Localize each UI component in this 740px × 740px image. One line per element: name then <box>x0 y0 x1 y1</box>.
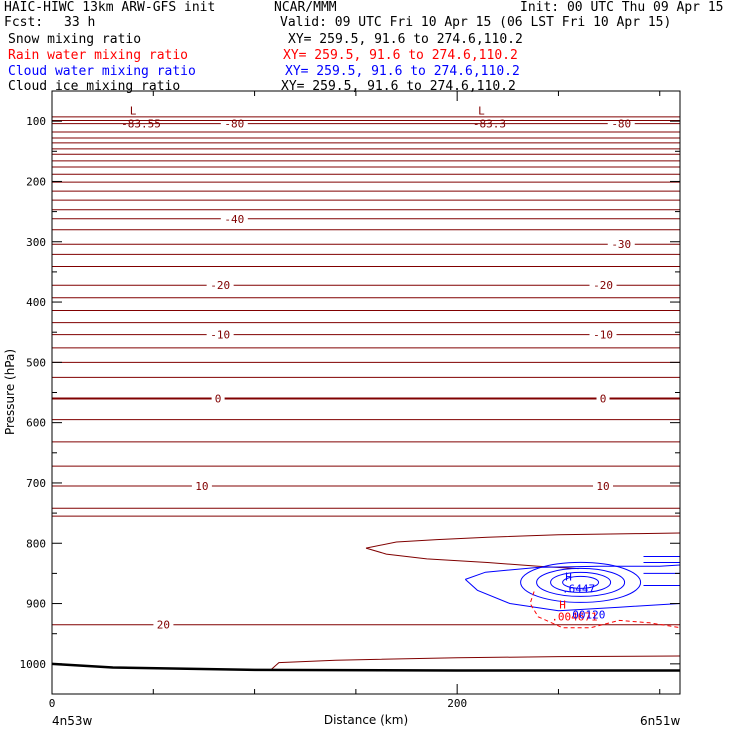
x-tick-label-0: 0 <box>49 697 56 710</box>
field-xy-cloud-ice: XY= 259.5, 91.6 to 274.6,110.2 <box>281 79 516 94</box>
valid-time: Valid: 09 UTC Fri 10 Apr 15 (06 LST Fri … <box>280 15 672 30</box>
y-tick-label-100: 100 <box>26 115 46 128</box>
x-axis-label: Distance (km) <box>324 713 408 727</box>
x-tick-label-200: 200 <box>447 697 467 710</box>
isotherm-label-2-0: -30 <box>611 238 631 251</box>
isotherm-label-3-0: -20 <box>210 279 230 292</box>
x-endpoint-left: 4n53w <box>52 714 93 728</box>
cloud-water-max-value: .6447 <box>562 582 595 595</box>
org-label: NCAR/MMM <box>274 0 337 15</box>
temp-extremum-type-0: L <box>130 105 137 118</box>
inversion-isotherm-upper <box>365 532 681 549</box>
isotherm-layer <box>52 116 681 671</box>
y-tick-label-900: 900 <box>26 598 46 611</box>
rain-water-layer <box>529 591 681 629</box>
fcst-value: 33 h <box>64 15 96 30</box>
rain-water-max-value: .004671 <box>551 611 597 624</box>
isotherm-label-4-1: -10 <box>593 329 613 342</box>
isotherm-label-5-0: 0 <box>215 393 222 406</box>
y-tick-label-400: 400 <box>26 296 46 309</box>
cloud-water-contour-outer-bottom <box>464 579 681 612</box>
isotherm-label-4-0: -10 <box>210 329 230 342</box>
y-axis-label: Pressure (hPa) <box>3 349 17 435</box>
isotherm-label-5-1: 0 <box>600 393 607 406</box>
field-name-cloud-water: Cloud water mixing ratio <box>8 64 196 79</box>
temp-extremum-type-1: L <box>478 105 485 118</box>
plot-frame <box>51 90 681 695</box>
temp-extremum-value-1: -83.3 <box>473 118 506 131</box>
fcst-label: Fcst: <box>4 15 44 30</box>
y-tick-label-700: 700 <box>26 477 46 490</box>
y-tick-label-600: 600 <box>26 417 46 430</box>
cloud-water-contour-3 <box>520 561 642 603</box>
y-tick-label-500: 500 <box>26 356 46 369</box>
init-time: Init: 00 UTC Thu 09 Apr 15 <box>520 0 724 15</box>
cloud-water-max-type: H <box>565 570 572 583</box>
cloud-water-contour-0 <box>562 575 600 589</box>
cloud-water-contour-2 <box>536 567 626 597</box>
isotherm-label-3-1: -20 <box>593 279 613 292</box>
y-tick-label-1000: 1000 <box>20 658 47 671</box>
isotherm-label-6-0: 10 <box>195 480 208 493</box>
y-tick-label-300: 300 <box>26 236 46 249</box>
field-name-rain: Rain water mixing ratio <box>8 48 189 63</box>
isotherm-label-1-0: -40 <box>224 213 244 226</box>
field-name-cloud-ice: Cloud ice mixing ratio <box>8 79 181 94</box>
y-tick-label-800: 800 <box>26 537 46 550</box>
ground-surface-line <box>51 662 680 672</box>
isotherm-label-0-0: -80 <box>224 118 244 131</box>
temp-extremum-value-0: -83.55 <box>121 118 161 131</box>
isotherm-label-6-1: 10 <box>596 480 609 493</box>
field-name-snow: Snow mixing ratio <box>8 32 142 47</box>
field-xy-snow: XY= 259.5, 91.6 to 274.6,110.2 <box>288 32 523 47</box>
cloud-water-contour-1 <box>550 571 612 593</box>
field-xy-rain: XY= 259.5, 91.6 to 274.6,110.2 <box>283 48 518 63</box>
field-xy-cloud-water: XY= 259.5, 91.6 to 274.6,110.2 <box>285 64 520 79</box>
cloud-water-contour-outer-top <box>465 564 681 580</box>
isotherm-label-7-0: 20 <box>157 619 170 632</box>
isotherm-label-0-1: -80 <box>611 118 631 131</box>
rain-water-max-type: H <box>559 599 566 612</box>
y-tick-label-200: 200 <box>26 175 46 188</box>
cloud-water-layer <box>464 556 681 612</box>
x-endpoint-right: 6n51w <box>640 714 681 728</box>
cloud-water-contour-label: 00120 <box>572 609 605 622</box>
rain-water-contour <box>529 591 681 629</box>
isotherm-near-surface <box>270 655 681 671</box>
contour-labels: -80 -80-40-30-20 -20-10 -100 010 1020L-83.55L… <box>121 105 631 632</box>
model-title: HAIC-HIWC 13km ARW-GFS init <box>4 0 216 15</box>
ground-layer <box>51 662 680 672</box>
